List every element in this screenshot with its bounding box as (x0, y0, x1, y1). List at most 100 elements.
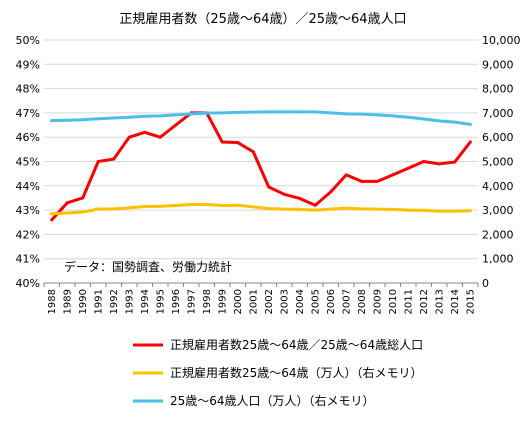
series-2-point (236, 203, 240, 207)
series-line-1 (50, 111, 472, 222)
series-2-point (158, 204, 162, 208)
series-3-point (251, 110, 255, 114)
legend: 正規雇用者数25歳～64歳／25歳～64歳総人口正規雇用者数25歳～64歳（万人… (133, 337, 423, 408)
series-1-point (329, 190, 333, 194)
x-tick-label: 2007 (341, 289, 352, 314)
x-tick-label: 2009 (372, 289, 383, 314)
right-y-tick-label: 2,000 (482, 228, 514, 241)
x-tick-label: 2006 (326, 289, 337, 314)
x-tick-label: 2015 (465, 289, 476, 314)
legend-label: 正規雇用者数25歳～64歳（万人）（右メモリ） (170, 365, 423, 380)
series-2-point (298, 207, 302, 211)
series-1-point (127, 135, 131, 139)
left-y-tick-label: 46% (16, 131, 40, 144)
x-tick-label: 1998 (202, 289, 213, 314)
right-y-tick-label: 7,000 (482, 107, 514, 120)
legend-label: 25歳～64歳人口（万人）（右メモリ） (170, 393, 375, 408)
series-2-point (81, 210, 85, 214)
left-y-tick-label: 45% (16, 156, 40, 169)
right-y-tick-label: 3,000 (482, 204, 514, 217)
chart-title: 正規雇用者数（25歳～64歳）／25歳～64歳人口 (119, 11, 406, 27)
series-2-point (406, 208, 410, 212)
x-tick-label: 2013 (434, 289, 445, 314)
series-1-point (360, 179, 364, 183)
left-y-tick-label: 44% (16, 180, 40, 193)
series-2-point (96, 207, 100, 211)
x-axis: 1988 1989 1990 1991 1992 1993 1994 1995 1996 1997… (43, 282, 479, 314)
x-tick-label: 1995 (155, 289, 166, 314)
x-tick-label: 1990 (78, 289, 89, 314)
series-2-point (391, 207, 395, 211)
series-1-point (406, 166, 410, 170)
series-3-point (50, 119, 54, 123)
x-tick-label: 1989 (62, 289, 73, 314)
right-y-tick-label: 6,000 (482, 131, 514, 144)
x-tick-label: 1997 (186, 289, 197, 314)
left-y-axis: 40% 41% 42% 43% 44% 45% 46% 47% 48% 49% 50% (16, 34, 40, 290)
series-2-point (453, 209, 457, 213)
series-3-point (220, 111, 224, 115)
series-3-point (158, 114, 162, 118)
x-tick-label: 2004 (295, 289, 306, 314)
x-tick-label: 2011 (403, 289, 414, 314)
series-3-point (375, 113, 379, 117)
series-3-point (329, 111, 333, 115)
series-1-point (251, 150, 255, 154)
series-1-point (50, 218, 54, 222)
x-tick-label: 1994 (140, 289, 151, 314)
series-line-2 (50, 203, 472, 216)
left-y-tick-label: 49% (16, 58, 40, 71)
right-y-tick-label: 0 (482, 277, 489, 290)
x-tick-label: 1988 (47, 289, 58, 314)
series-2-point (282, 207, 286, 211)
x-tick-label: 2010 (388, 289, 399, 314)
series-1-point (375, 179, 379, 183)
series-3-point (468, 122, 472, 126)
series-3-point (236, 110, 240, 114)
series-3-point (189, 112, 193, 116)
series-3-point (81, 118, 85, 122)
series-2-point (143, 204, 147, 208)
left-y-tick-label: 41% (16, 253, 40, 266)
grid (44, 39, 478, 284)
series-line-3 (50, 110, 472, 126)
x-tick-label: 1996 (171, 289, 182, 314)
series-3-point (267, 110, 271, 114)
series-1-point (282, 192, 286, 196)
series-3-point (422, 117, 426, 121)
right-y-tick-label: 1,000 (482, 253, 514, 266)
x-tick-label: 2012 (419, 289, 430, 314)
series-3-point (96, 117, 100, 121)
series-1-point (313, 203, 317, 207)
series-2-point (375, 207, 379, 211)
series-2-point (174, 203, 178, 207)
x-tick-label: 1992 (109, 289, 120, 314)
series-3-point (112, 116, 116, 120)
x-tick-label: 2008 (357, 289, 368, 314)
right-y-tick-label: 10,000 (482, 34, 521, 47)
series-1-point (81, 196, 85, 200)
series-3-point (282, 110, 286, 114)
legend-item-2: 正規雇用者数25歳～64歳（万人）（右メモリ） (133, 365, 423, 380)
series-3-point (344, 112, 348, 116)
legend-item-3: 25歳～64歳人口（万人）（右メモリ） (133, 393, 375, 408)
left-y-tick-label: 48% (16, 83, 40, 96)
series-2-point (112, 207, 116, 211)
series-1-point (344, 173, 348, 177)
left-y-tick-label: 47% (16, 107, 40, 120)
series-2-point (437, 209, 441, 213)
right-y-tick-label: 4,000 (482, 180, 514, 193)
series-1-point (96, 160, 100, 163)
series-3-point (298, 110, 302, 114)
series-2-point (251, 205, 255, 209)
x-tick-label: 2002 (264, 289, 275, 314)
x-tick-label: 1999 (217, 289, 228, 314)
series-1-point (468, 140, 472, 144)
series-1-point (236, 141, 240, 145)
legend-label: 正規雇用者数25歳～64歳／25歳～64歳総人口 (170, 337, 423, 352)
series-3-point (127, 115, 131, 119)
series-2-point (468, 209, 472, 213)
left-y-tick-label: 40% (16, 277, 40, 290)
series-2-point (267, 207, 271, 211)
